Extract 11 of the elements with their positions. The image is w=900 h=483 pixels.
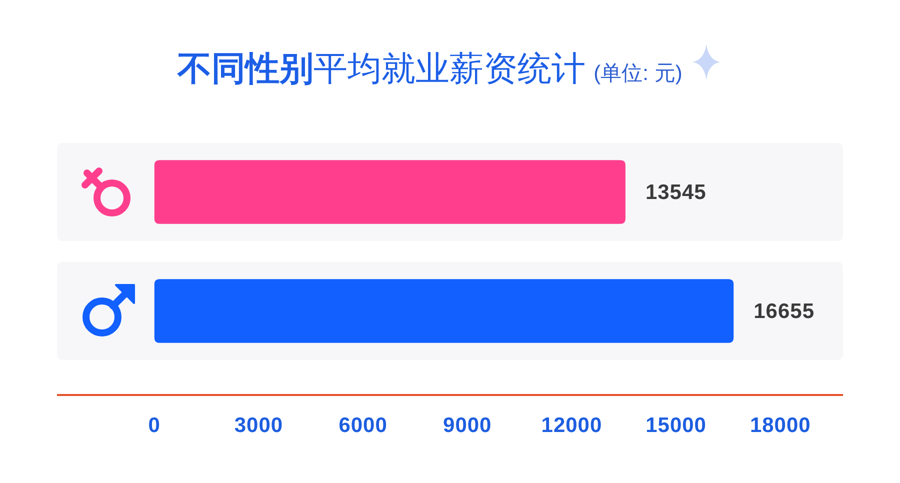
data-label: 13545 bbox=[645, 181, 706, 204]
x-tick-label: 18000 bbox=[750, 414, 811, 437]
data-label: 16655 bbox=[754, 300, 815, 323]
x-tick-label: 12000 bbox=[541, 414, 602, 437]
title: 不同性别平均就业薪资统计 bbox=[178, 50, 586, 88]
x-tick-label: 0 bbox=[148, 414, 160, 437]
x-tick-label: 15000 bbox=[646, 414, 707, 437]
subtitle: (单位: 元) bbox=[594, 62, 682, 85]
x-tick-label: 9000 bbox=[443, 414, 492, 437]
x-tick-label: 3000 bbox=[234, 414, 284, 437]
x-tick-label: 6000 bbox=[338, 414, 388, 437]
